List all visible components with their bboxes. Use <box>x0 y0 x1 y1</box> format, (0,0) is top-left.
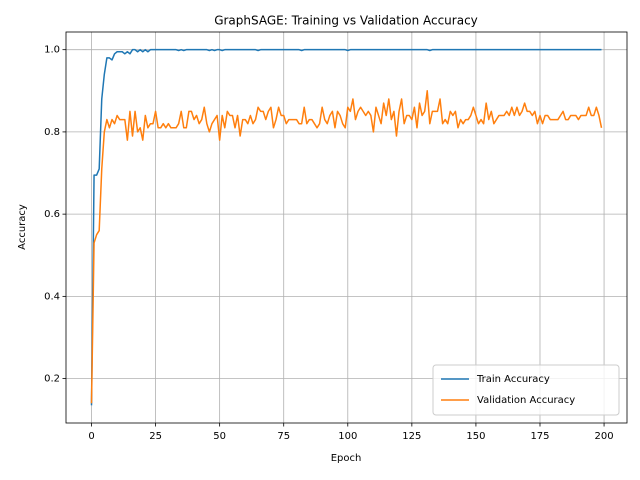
x-tick-label: 200 <box>595 431 614 442</box>
axes-frame <box>65 31 628 424</box>
y-axis-label: Accuracy <box>17 204 28 250</box>
x-tick-label: 25 <box>149 431 162 442</box>
y-tick-label: 0.4 <box>44 291 60 302</box>
legend: Train Accuracy Validation Accuracy <box>432 364 620 416</box>
legend-label: Train Accuracy <box>476 374 550 385</box>
x-axis-label: Epoch <box>331 453 362 464</box>
x-tick-label: 75 <box>277 431 290 442</box>
legend-box <box>432 364 620 416</box>
legend-label: Validation Accuracy <box>477 395 575 406</box>
y-tick-label: 0.8 <box>44 127 60 138</box>
y-tick-label: 0.6 <box>44 209 60 220</box>
data-line <box>90 90 603 404</box>
chart-title: GraphSAGE: Training vs Validation Accura… <box>214 14 478 28</box>
x-tick-label: 150 <box>466 431 485 442</box>
x-tick-label: 0 <box>88 431 94 442</box>
x-tick-label: 175 <box>530 431 549 442</box>
data-line <box>90 48 602 406</box>
y-tick-label: 0.2 <box>44 374 60 385</box>
x-tick-label: 50 <box>213 431 226 442</box>
y-tick-label: 1.0 <box>44 45 60 56</box>
x-tick-label: 100 <box>338 431 357 442</box>
x-tick-label: 125 <box>402 431 421 442</box>
